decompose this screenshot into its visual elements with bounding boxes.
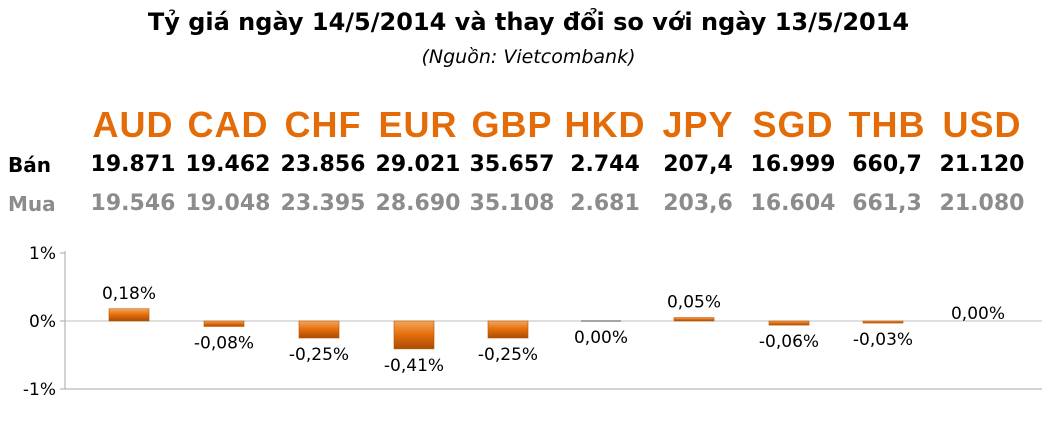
- bar: [108, 308, 150, 322]
- currency-code: GBP: [471, 104, 553, 145]
- data-label: -0,06%: [759, 332, 819, 352]
- bar: [487, 320, 529, 339]
- sell-rate: 19.462: [185, 152, 271, 177]
- bar: [673, 317, 715, 322]
- sell-rate: 19.871: [90, 152, 176, 177]
- currency-code: CAD: [187, 104, 269, 145]
- bar: [298, 320, 340, 339]
- data-label: -0,25%: [478, 345, 538, 365]
- data-label: -0,08%: [194, 333, 254, 353]
- chart-subtitle: (Nguồn: Vietcombank): [421, 46, 636, 68]
- buy-rate: 19.546: [90, 191, 176, 216]
- sell-rate: 660,7: [852, 152, 922, 177]
- data-label: 0,00%: [951, 304, 1005, 324]
- sell-rate: 29.021: [375, 152, 461, 177]
- sell-rate: 207,4: [663, 152, 733, 177]
- chart-title: Tỷ giá ngày 14/5/2014 và thay đổi so với…: [147, 8, 910, 36]
- buy-rate: 35.108: [469, 191, 555, 216]
- data-label: 0,00%: [574, 328, 628, 348]
- y-tick-label: 1%: [29, 244, 56, 264]
- y-tick-label: 0%: [29, 312, 56, 332]
- currency-code: CHF: [284, 104, 362, 145]
- sell-rate: 35.657: [469, 152, 555, 177]
- data-label: 0,18%: [102, 284, 156, 304]
- currency-code: JPY: [662, 104, 734, 145]
- currency-code: SGD: [752, 104, 834, 145]
- buy-rate: 203,6: [663, 191, 733, 216]
- data-label: -0,41%: [384, 356, 444, 376]
- buy-rate: 2.681: [570, 191, 640, 216]
- data-label: -0,03%: [853, 330, 913, 350]
- sell-row-label: Bán: [8, 153, 51, 177]
- buy-rate: 16.604: [750, 191, 836, 216]
- currency-code: HKD: [564, 104, 646, 145]
- buy-rate: 28.690: [375, 191, 461, 216]
- bar: [581, 320, 621, 322]
- buy-rate: 21.080: [939, 191, 1025, 216]
- sell-rate: 16.999: [750, 152, 836, 177]
- currency-code: USD: [942, 104, 1022, 145]
- bar: [862, 320, 904, 324]
- sell-rate: 23.856: [280, 152, 366, 177]
- currency-code: THB: [848, 104, 926, 145]
- data-label: -0,25%: [289, 345, 349, 365]
- buy-rate: 19.048: [185, 191, 271, 216]
- bar: [203, 320, 245, 327]
- bar: [768, 320, 810, 326]
- currency-code: EUR: [378, 104, 458, 145]
- data-label: 0,05%: [667, 293, 721, 313]
- sell-rate: 2.744: [570, 152, 640, 177]
- buy-rate: 661,3: [852, 191, 922, 216]
- y-tick-label: -1%: [23, 380, 56, 400]
- bar: [393, 320, 435, 350]
- buy-row-label: Mua: [8, 192, 56, 216]
- sell-rate: 21.120: [939, 152, 1025, 177]
- currency-code: AUD: [92, 104, 174, 145]
- buy-rate: 23.395: [280, 191, 366, 216]
